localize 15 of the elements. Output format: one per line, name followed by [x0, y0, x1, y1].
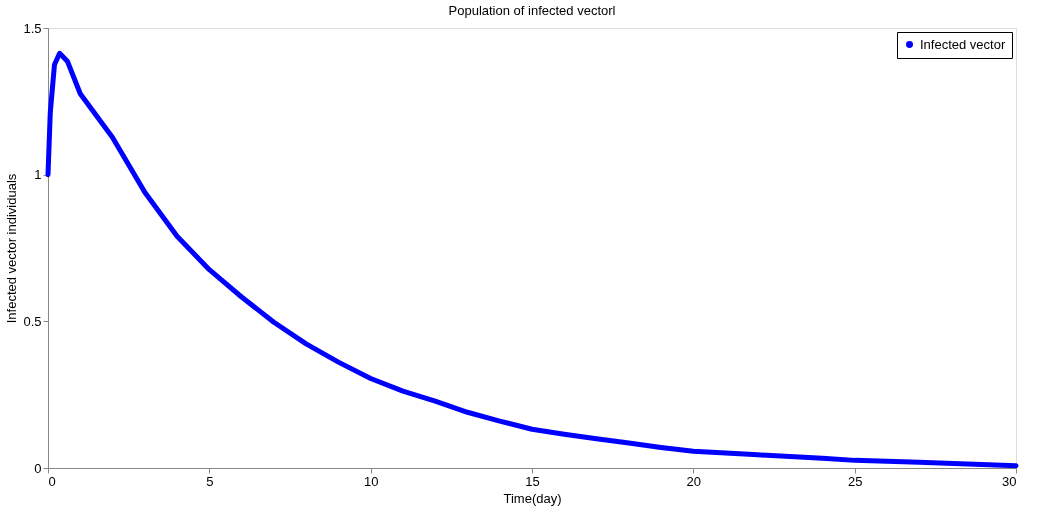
y-axis-title: Infected vector individuals [4, 173, 20, 324]
x-axis-title: Time(day) [503, 490, 562, 506]
y-tick-label: 0 [34, 460, 42, 476]
x-tick-label: 25 [847, 473, 863, 489]
x-tick-label: 20 [686, 473, 702, 489]
chart-title: Population of infected vectorl [448, 3, 616, 18]
y-tick-label: 1.5 [23, 20, 42, 36]
x-tick-label: 5 [206, 473, 214, 489]
x-tick-label: 0 [48, 473, 56, 489]
legend-label: Infected vector [920, 36, 1006, 52]
x-tick-label: 15 [525, 473, 540, 489]
y-tick-label: 1 [34, 167, 42, 183]
y-tick-label: 0.5 [23, 313, 42, 329]
x-tick-label: 10 [363, 473, 379, 489]
x-tick-label: 30 [1002, 473, 1017, 489]
